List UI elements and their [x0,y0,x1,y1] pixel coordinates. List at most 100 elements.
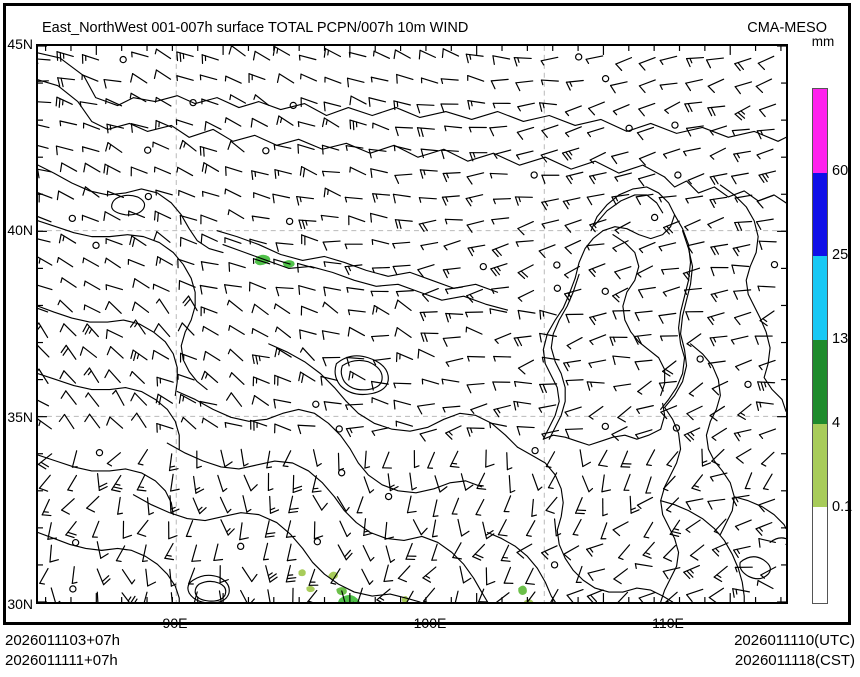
wind-barb [564,126,582,138]
wind-barb [274,423,292,434]
wind-barb [371,239,390,246]
wind-barb [489,308,508,315]
map-plot-area[interactable] [36,44,788,604]
wind-barb [363,476,375,494]
wind-barb [661,267,680,275]
wind-barb [130,123,149,133]
wind-barb [636,126,655,141]
wind-barb [612,240,629,253]
wind-barb [760,451,775,467]
wind-barb [241,566,258,583]
wind-barb [457,518,470,537]
wind-barb [269,495,280,514]
wind-barb [730,335,749,345]
wind-barb [614,221,631,234]
outer-frame [3,3,851,625]
wind-barb [756,194,774,209]
wind-barb [60,390,77,405]
wind-barb [346,77,365,88]
wind-barb [770,260,779,269]
wind-barb [515,80,534,92]
colorbar-band-0.1-4 [813,423,827,508]
wind-barb [323,187,341,198]
ytick-label-40n: 40N [7,222,33,238]
wind-barb [663,544,677,562]
wind-barb [441,48,460,59]
wind-barb [707,217,724,229]
wind-barb [137,448,149,466]
wind-barb [545,451,556,468]
wind-barb [493,149,512,159]
wind-barb [282,450,292,468]
wind-barb [105,142,123,153]
wind-barb [612,104,630,116]
wind-barb [348,51,367,58]
wind-barb [416,127,435,138]
wind-barb [264,520,276,538]
wind-barb [155,298,170,314]
wind-barb [482,521,495,540]
wind-barb [602,498,608,517]
wind-barb [513,335,532,347]
wind-barb [553,518,562,537]
wind-barb [38,453,53,470]
wind-barb [193,475,205,494]
wind-barb [370,168,388,179]
wind-barb [613,568,628,585]
wind-barb [662,475,676,492]
wind-barb [691,474,703,492]
wind-barb [709,472,728,482]
wind-barb [406,590,414,602]
wind-barb [395,352,414,363]
wind-barb [444,218,463,225]
precipitation-colorbar[interactable] [812,88,828,604]
wind-barb [57,77,76,88]
wind-barb [213,543,224,562]
wind-barb [756,148,774,160]
wind-barb [385,545,396,563]
wind-barb [38,238,51,243]
wind-barb [609,336,628,346]
wind-barb [104,300,122,314]
wind-barb [475,498,485,516]
wind-barb [635,193,654,206]
wind-barb [563,359,582,372]
wind-barb [427,451,436,469]
wind-barb [440,149,459,160]
wind-barb [758,240,777,251]
wind-barb [645,476,652,494]
wind-barb [734,194,753,203]
wind-barb [586,589,604,602]
wind-barb [168,521,178,540]
wind-barb [709,173,728,185]
wind-barb [735,359,752,371]
wind-barb [707,498,726,510]
wind-barb [564,239,582,255]
wind-barb [300,305,318,316]
wind-barb [565,171,584,185]
axis-minor-ticks [38,46,786,602]
wind-barb [344,264,363,276]
wind-barb [531,446,539,455]
wind-barb [431,519,438,538]
wind-barb [130,349,148,361]
wind-barb [71,450,78,468]
wind-barb [38,124,50,129]
wind-barb [620,450,632,468]
wind-barb [392,241,411,249]
wind-barb [611,287,629,303]
wind-barb [275,286,294,297]
wind-barb [665,497,680,513]
wind-barb [756,128,775,140]
wind-barb [251,328,269,338]
wind-barb [756,579,774,590]
wind-barb [47,522,58,540]
wind-barb [131,51,149,58]
wind-barb [658,380,677,392]
wind-barb [357,587,363,602]
colorbar-tick-60: 60 [832,163,849,179]
wind-barb [179,139,197,152]
wind-barb [199,74,218,81]
wind-barb [236,542,245,551]
wind-barb [586,381,605,391]
